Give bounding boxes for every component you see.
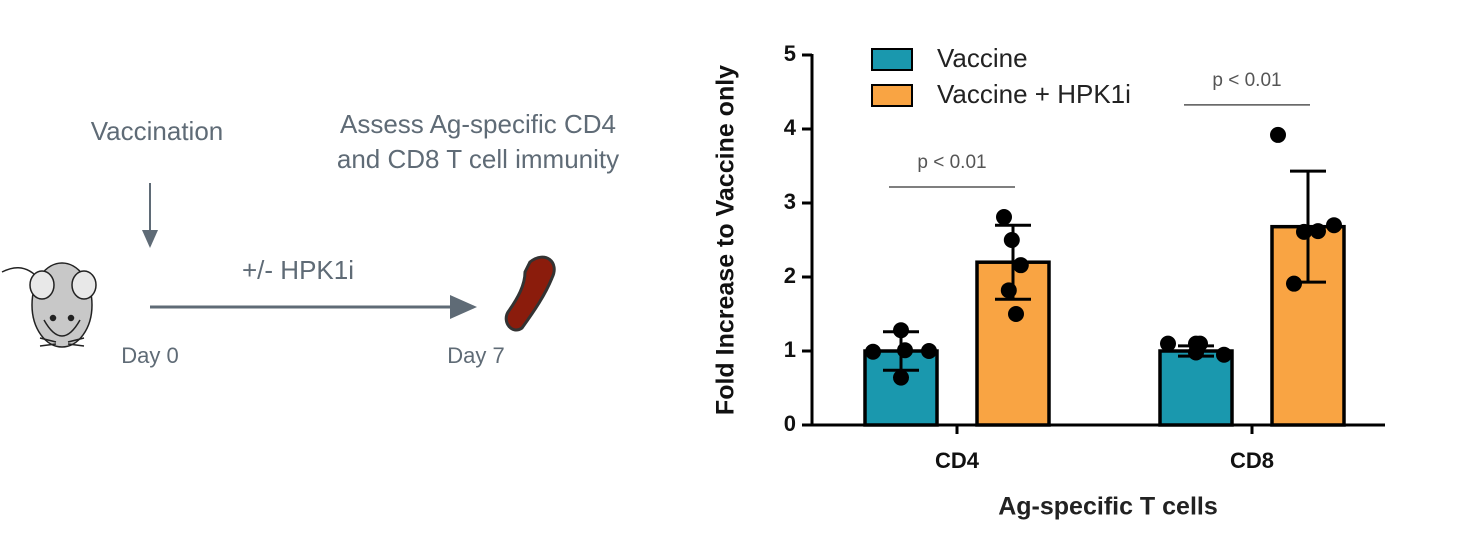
data-point bbox=[1296, 223, 1312, 240]
data-point bbox=[893, 369, 909, 386]
label: Vaccination bbox=[91, 116, 224, 146]
x-tick-label: CD8 bbox=[1230, 448, 1274, 473]
data-point bbox=[893, 322, 909, 339]
y-tick-label: 5 bbox=[784, 41, 796, 66]
data-point bbox=[996, 209, 1012, 226]
data-point bbox=[1160, 335, 1176, 352]
data-point bbox=[1008, 306, 1024, 322]
eye bbox=[49, 314, 57, 322]
legend-label: Vaccine + HPK1i bbox=[937, 79, 1131, 109]
tissue bbox=[504, 255, 556, 332]
bar bbox=[1158, 349, 1234, 427]
data-point bbox=[1270, 126, 1286, 143]
x-tick-label: CD4 bbox=[935, 448, 980, 473]
data-point bbox=[1003, 232, 1020, 248]
y-tick-label: 3 bbox=[784, 189, 796, 214]
data-point bbox=[1310, 223, 1326, 240]
label: Assess Ag-specific CD4 bbox=[340, 109, 616, 139]
label: Day 7 bbox=[447, 343, 504, 368]
data-point bbox=[897, 342, 913, 359]
y-tick-label: 2 bbox=[784, 263, 796, 288]
data-point bbox=[921, 343, 937, 359]
legend-label: Vaccine bbox=[937, 43, 1028, 73]
annotation: p < 0.01 bbox=[917, 152, 986, 173]
y-axis-title: Fold Increase to Vaccine only bbox=[712, 65, 740, 415]
y-tick-label: 1 bbox=[784, 337, 796, 362]
head bbox=[43, 319, 81, 337]
ear bbox=[71, 270, 97, 300]
whiskers bbox=[39, 337, 85, 347]
data-point bbox=[1012, 257, 1029, 274]
annotation: p < 0.01 bbox=[1212, 70, 1281, 91]
label: Day 0 bbox=[121, 343, 178, 368]
data-point bbox=[1188, 344, 1204, 361]
label: and CD8 T cell immunity bbox=[337, 144, 619, 174]
y-tick-label: 4 bbox=[784, 115, 797, 140]
label: +/- HPK1i bbox=[242, 255, 354, 285]
y-tick-label: 0 bbox=[784, 411, 796, 436]
ear bbox=[29, 270, 55, 300]
data-point bbox=[1286, 275, 1302, 292]
data-point bbox=[1216, 346, 1232, 363]
legend-swatch bbox=[871, 84, 913, 107]
x-axis-title: Ag-specific T cells bbox=[998, 493, 1218, 521]
legend-swatch bbox=[871, 48, 913, 71]
chart: Fold Increase to Vaccine only Ag-specifi… bbox=[712, 65, 1218, 521]
data-point bbox=[865, 343, 881, 360]
eye bbox=[67, 314, 75, 322]
data-point bbox=[1326, 217, 1342, 234]
mouse bbox=[1, 262, 97, 348]
diagram: Vaccination Assess Ag-specific CD4 and C… bbox=[1, 109, 619, 368]
data-point bbox=[1000, 282, 1017, 299]
